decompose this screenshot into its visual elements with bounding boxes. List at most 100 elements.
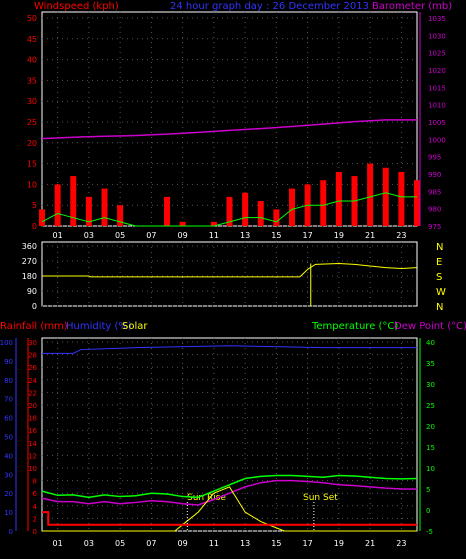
humidity-tick-label: 70 xyxy=(4,396,13,404)
wind-bar xyxy=(54,184,61,226)
wind-bar xyxy=(382,167,389,226)
baro-tick-label: 975 xyxy=(428,223,441,231)
wind-bar xyxy=(226,196,233,226)
rain-tick-label: 8 xyxy=(33,478,37,486)
humidity-tick-label: 100 xyxy=(0,339,13,347)
wind-tick-label: 25 xyxy=(27,118,37,127)
humidity-tick-label: 80 xyxy=(4,377,13,385)
baro-tick-label: 1025 xyxy=(428,50,446,58)
baro-tick-label: 1000 xyxy=(428,136,446,144)
wind-bar xyxy=(414,180,420,226)
wind-tick-label: 5 xyxy=(32,201,37,210)
compass-label: E xyxy=(436,257,442,268)
x-tick-label: 05 xyxy=(115,231,125,240)
wind-tick-label: 10 xyxy=(27,180,37,189)
x-tick-label: 11 xyxy=(209,539,219,548)
dewpoint-axis-title: Dew Point (°C) xyxy=(394,321,466,332)
windspeed-axis-title: Windspeed (kph) xyxy=(34,1,119,12)
rain-tick-label: 0 xyxy=(33,528,37,536)
rain-tick-label: 22 xyxy=(28,389,37,397)
temp-tick-label: 5 xyxy=(426,486,430,494)
sunrise-label: Sun Rise xyxy=(187,493,226,503)
wind-panel-frame xyxy=(41,11,418,227)
wind-bar xyxy=(242,192,249,226)
baro-tick-label: 980 xyxy=(428,206,441,214)
x-tick-label: 01 xyxy=(53,231,63,240)
x-tick-label: 15 xyxy=(271,539,281,548)
x-tick-label: 13 xyxy=(240,539,250,548)
humidity-tick-label: 20 xyxy=(4,490,13,498)
wind-bar xyxy=(273,209,280,226)
x-tick-label: 09 xyxy=(178,231,188,240)
wind-bar xyxy=(117,205,124,226)
direction-tick-label: 90 xyxy=(27,287,37,296)
direction-tick-label: 0 xyxy=(32,302,37,311)
wind-bar xyxy=(179,221,186,226)
wind-bar xyxy=(164,196,170,226)
compass-label: N xyxy=(436,302,443,313)
compass-label: S xyxy=(436,272,442,283)
barometer-line xyxy=(41,119,417,140)
wind-bar xyxy=(320,180,327,226)
wind-bar xyxy=(367,163,374,226)
temp-tick-label: 15 xyxy=(426,444,435,452)
x-tick-label: 11 xyxy=(209,231,219,240)
direction-tick-label: 270 xyxy=(22,257,37,266)
x-tick-label: 15 xyxy=(271,231,281,240)
rain-tick-label: 30 xyxy=(28,339,37,347)
baro-tick-label: 1015 xyxy=(428,84,446,92)
temp-tick-label: 25 xyxy=(426,402,435,410)
wind-tick-label: 0 xyxy=(32,222,37,231)
temp-tick-label: -5 xyxy=(426,528,433,536)
rain-tick-label: 28 xyxy=(28,352,37,360)
x-tick-label: 01 xyxy=(53,539,63,548)
baro-tick-label: 1030 xyxy=(428,32,446,40)
solar-axis-title: Solar xyxy=(122,321,148,332)
temperature-line xyxy=(41,474,418,499)
temp-panel-frame xyxy=(41,337,418,532)
wind-tick-label: 35 xyxy=(27,76,37,85)
rainfall-line xyxy=(42,511,417,526)
rain-tick-label: 2 xyxy=(33,515,37,523)
rain-tick-label: 6 xyxy=(33,490,38,498)
temp-tick-label: 40 xyxy=(426,339,435,347)
humidity-axis-title: Humidity (%) xyxy=(66,321,132,332)
x-tick-label: 21 xyxy=(365,539,375,548)
rain-tick-label: 10 xyxy=(28,465,37,473)
rain-tick-label: 14 xyxy=(28,440,37,448)
temp-tick-label: 30 xyxy=(426,381,435,389)
x-tick-label: 09 xyxy=(178,539,188,548)
direction-line xyxy=(42,262,418,278)
temp-tick-label: 0 xyxy=(426,507,430,515)
wind-bar xyxy=(257,201,264,226)
x-tick-label: 03 xyxy=(84,539,94,548)
temp-tick-label: 35 xyxy=(426,360,435,368)
wind-bar xyxy=(210,221,217,226)
wind-bar xyxy=(289,188,295,226)
wind-tick-label: 20 xyxy=(27,139,37,148)
baro-tick-label: 1005 xyxy=(428,119,446,127)
x-tick-label: 07 xyxy=(146,539,156,548)
direction-panel-frame xyxy=(41,241,418,307)
x-tick-label: 05 xyxy=(115,539,125,548)
baro-tick-label: 990 xyxy=(428,171,441,179)
baro-tick-label: 995 xyxy=(428,154,441,162)
wind-bar xyxy=(398,171,405,226)
humidity-tick-label: 50 xyxy=(4,434,13,442)
x-tick-label: 23 xyxy=(396,539,406,548)
x-tick-label: 19 xyxy=(334,231,344,240)
wind-tick-label: 40 xyxy=(27,56,37,65)
x-tick-label: 17 xyxy=(303,231,313,240)
humidity-tick-label: 40 xyxy=(4,452,13,460)
x-tick-label: 17 xyxy=(303,539,313,548)
x-tick-label: 07 xyxy=(146,231,156,240)
wind-bar xyxy=(39,209,45,226)
x-tick-label: 21 xyxy=(365,231,375,240)
rainfall-axis-title: Rainfall (mm) xyxy=(0,321,68,332)
x-tick-label: 19 xyxy=(334,539,344,548)
temp-tick-label: 10 xyxy=(426,465,435,473)
average-wind-line xyxy=(41,192,417,227)
baro-tick-label: 985 xyxy=(428,188,441,196)
rain-tick-label: 4 xyxy=(33,503,38,511)
